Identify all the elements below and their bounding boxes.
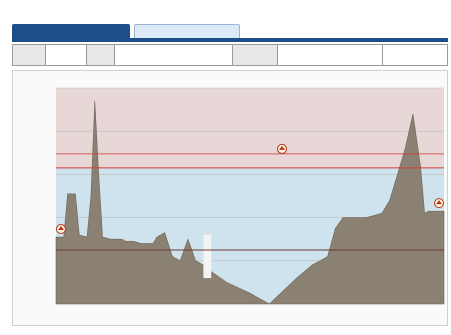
window-title: [6, 6, 366, 16]
river-cross-section-chart: [55, 87, 445, 305]
bridge-pillar: [203, 234, 212, 279]
tab-primary[interactable]: [12, 24, 130, 38]
tab-underline: [12, 38, 448, 42]
marker-triangle: [58, 226, 64, 231]
table-row: [12, 44, 449, 66]
marker-triangle: [279, 145, 285, 150]
table-cell: [231, 44, 278, 66]
tab-secondary[interactable]: [134, 24, 240, 39]
table-cell: [12, 44, 46, 66]
alert-icon: [277, 143, 287, 154]
right-warning-marker-icon: [434, 198, 444, 209]
table-cell: [381, 44, 449, 66]
upper-warning-band: [56, 88, 444, 168]
info-table: [12, 44, 449, 66]
table-cell: [85, 44, 116, 66]
marker-triangle: [436, 200, 442, 205]
left-warning-marker-icon: [56, 224, 66, 235]
terrain-profile: [55, 100, 445, 305]
table-cell: [276, 44, 383, 66]
table-cell: [44, 44, 87, 66]
table-cell: [114, 44, 233, 66]
